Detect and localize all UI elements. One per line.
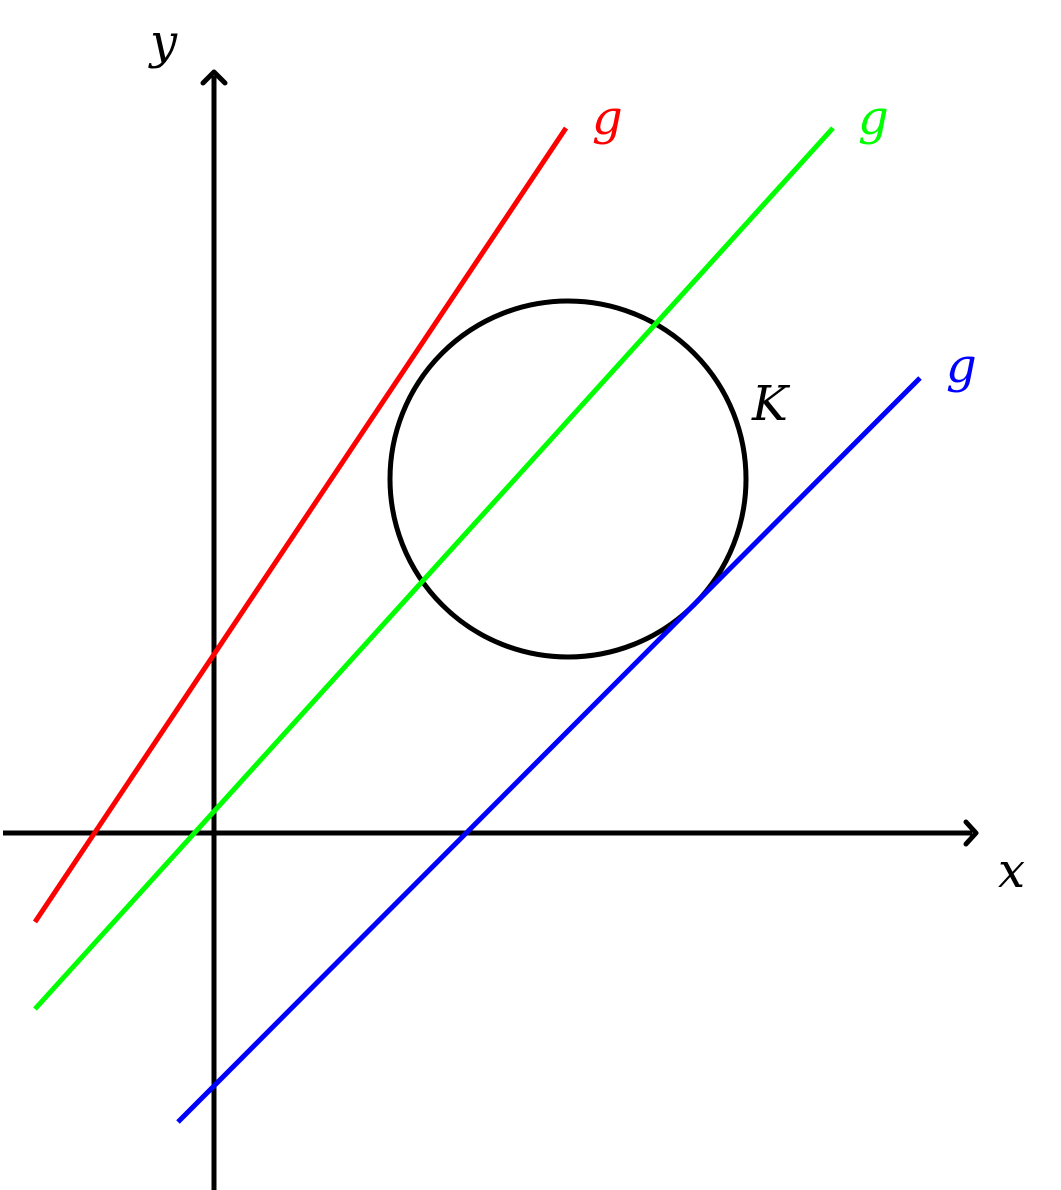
line-g-red xyxy=(32,126,569,924)
x-axis-label: x xyxy=(998,843,1025,899)
y-axis-arrowhead-icon xyxy=(200,69,228,86)
line-g-blue-label: g xyxy=(946,338,977,394)
line-g-blue xyxy=(176,376,922,1124)
line-g-green xyxy=(33,126,835,1011)
line-g-red-label: g xyxy=(592,90,623,146)
circle-k-label: K xyxy=(751,376,791,432)
x-axis-arrowhead-icon xyxy=(963,819,979,847)
line-g-green-label: g xyxy=(858,90,889,146)
y-axis-label: y xyxy=(148,14,178,70)
circle-k xyxy=(387,298,749,660)
